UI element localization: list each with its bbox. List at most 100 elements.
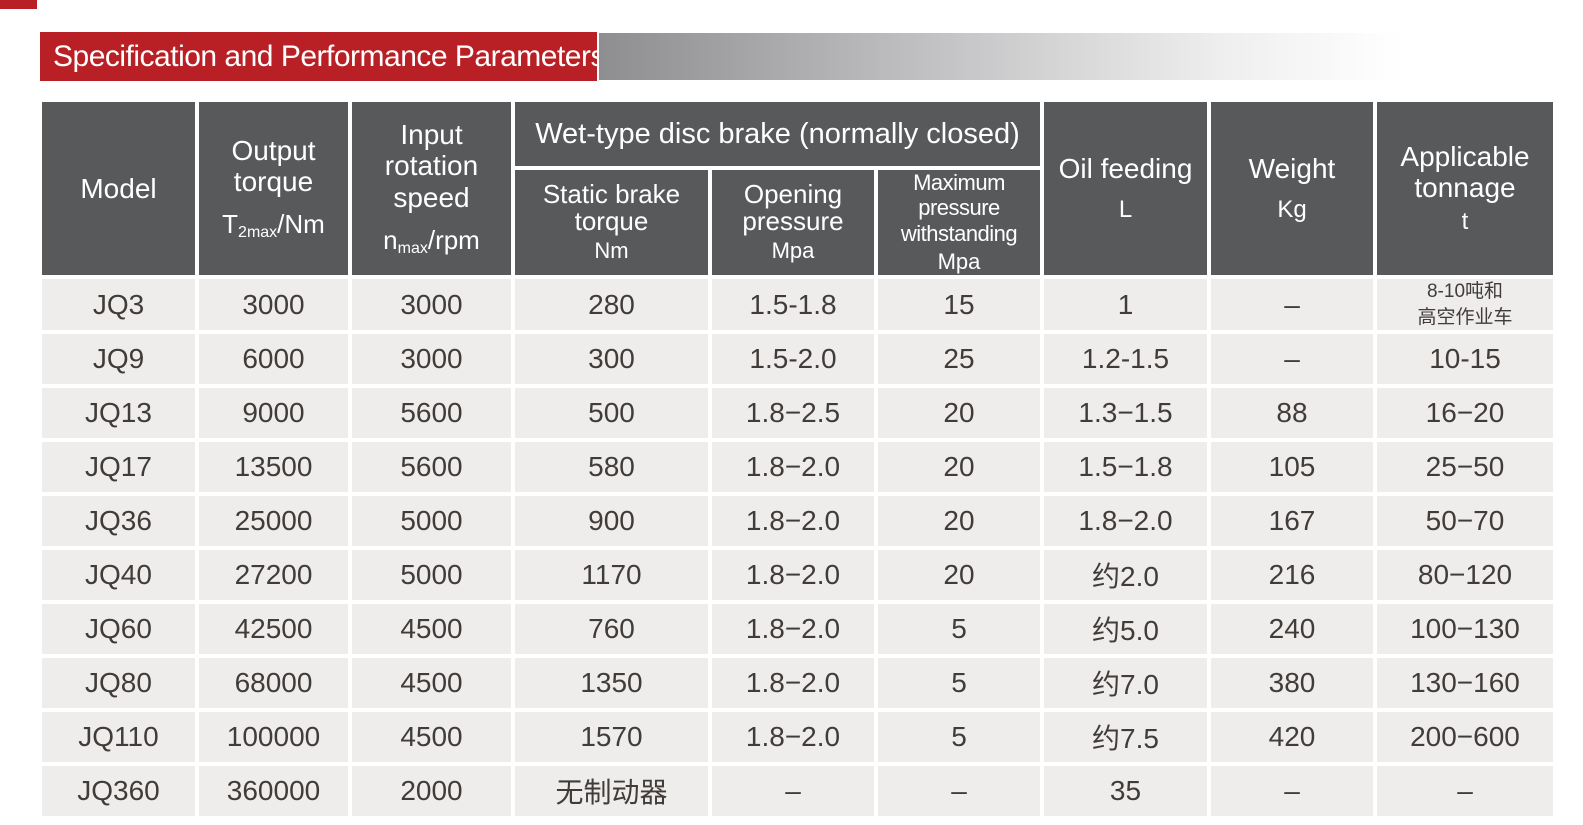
header-label-static-brake: Static brake torque <box>542 178 681 236</box>
header-unit-input-speed: nmax/rpm <box>383 224 480 257</box>
cell-oil-feeding: 约5.0 <box>1044 604 1207 655</box>
cell-oil-feeding: 35 <box>1044 766 1207 817</box>
header-label-tonnage: Applicable tonnage <box>1400 141 1530 204</box>
cell-static-brake-torque: 900 <box>515 496 708 547</box>
col-header-oil-feeding: Oil feeding L <box>1044 102 1207 275</box>
spec-table: Model Output torque T2max/Nm Input rotat… <box>38 98 1557 820</box>
cell-weight: 216 <box>1211 550 1373 601</box>
cell-weight: 420 <box>1211 712 1373 763</box>
header-label-model: Model <box>80 172 157 204</box>
col-header-max-pressure: Maximum pressure withstanding Mpa <box>878 170 1040 275</box>
table-row: JQ36 25000 5000 900 1.8−2.0 20 1.8−2.0 1… <box>42 496 1553 547</box>
cell-opening-pressure: – <box>712 766 874 817</box>
cell-tonnage: 100−130 <box>1377 604 1553 655</box>
cell-tonnage: 130−160 <box>1377 658 1553 709</box>
cell-input-speed: 4500 <box>352 658 511 709</box>
table-row: JQ3 3000 3000 280 1.5-1.8 15 1 – 8-10吨和 … <box>42 278 1553 331</box>
header-unit-max-pressure: Mpa <box>937 248 981 274</box>
table-body: JQ3 3000 3000 280 1.5-1.8 15 1 – 8-10吨和 … <box>42 278 1553 817</box>
cell-opening-pressure: 1.8−2.5 <box>712 388 874 439</box>
cell-max-pressure: 5 <box>878 658 1040 709</box>
cell-max-pressure: – <box>878 766 1040 817</box>
cell-input-speed: 5000 <box>352 550 511 601</box>
cell-static-brake-torque: 580 <box>515 442 708 493</box>
cell-model: JQ40 <box>42 550 195 601</box>
header-label-wet-brake-group: Wet-type disc brake (normally closed) <box>535 117 1020 150</box>
cell-oil-feeding: 1.3−1.5 <box>1044 388 1207 439</box>
cell-max-pressure: 20 <box>878 496 1040 547</box>
cell-opening-pressure: 1.5-1.8 <box>712 278 874 331</box>
header-unit-static-brake: Nm <box>594 238 629 264</box>
cell-opening-pressure: 1.8−2.0 <box>712 496 874 547</box>
table-row: JQ13 9000 5600 500 1.8−2.5 20 1.3−1.5 88… <box>42 388 1553 439</box>
cell-tonnage: – <box>1377 766 1553 817</box>
cell-max-pressure: 5 <box>878 604 1040 655</box>
col-header-static-brake: Static brake torque Nm <box>515 170 708 275</box>
cell-model: JQ60 <box>42 604 195 655</box>
cell-oil-feeding: 约7.0 <box>1044 658 1207 709</box>
header-label-weight: Weight <box>1248 152 1336 184</box>
cell-model: JQ110 <box>42 712 195 763</box>
cell-static-brake-torque: 无制动器 <box>515 766 708 817</box>
table-row: JQ360 360000 2000 无制动器 – – 35 – – <box>42 766 1553 817</box>
cell-weight: – <box>1211 766 1373 817</box>
cell-weight: 240 <box>1211 604 1373 655</box>
cell-static-brake-torque: 1170 <box>515 550 708 601</box>
cell-input-speed: 3000 <box>352 278 511 331</box>
col-header-weight: Weight Kg <box>1211 102 1373 275</box>
col-header-wet-brake-group: Wet-type disc brake (normally closed) <box>515 102 1040 166</box>
cell-max-pressure: 25 <box>878 334 1040 385</box>
cell-model: JQ80 <box>42 658 195 709</box>
cell-input-speed: 3000 <box>352 334 511 385</box>
cell-opening-pressure: 1.8−2.0 <box>712 442 874 493</box>
table-header: Model Output torque T2max/Nm Input rotat… <box>42 102 1553 275</box>
col-header-opening-pressure: Opening pressure Mpa <box>712 170 874 275</box>
corner-red-mark <box>0 0 37 9</box>
cell-static-brake-torque: 760 <box>515 604 708 655</box>
header-row-sub: Static brake torque Nm Opening pressure … <box>42 170 1553 275</box>
header-label-output-torque: Output torque <box>231 134 316 197</box>
page-title-banner: Specification and Performance Parameters <box>40 32 605 81</box>
cell-input-speed: 5600 <box>352 442 511 493</box>
cell-output-torque: 3000 <box>199 278 348 331</box>
cell-output-torque: 9000 <box>199 388 348 439</box>
cell-tonnage: 10-15 <box>1377 334 1553 385</box>
table-row: JQ60 42500 4500 760 1.8−2.0 5 约5.0 240 1… <box>42 604 1553 655</box>
cell-max-pressure: 5 <box>878 712 1040 763</box>
cell-tonnage: 8-10吨和 高空作业车 <box>1377 278 1553 331</box>
cell-tonnage: 80−120 <box>1377 550 1553 601</box>
header-label-input-speed: Input rotation speed <box>384 118 479 213</box>
header-label-oil-feeding: Oil feeding <box>1058 152 1193 184</box>
cell-input-speed: 5600 <box>352 388 511 439</box>
cell-tonnage: 25−50 <box>1377 442 1553 493</box>
cell-opening-pressure: 1.8−2.0 <box>712 712 874 763</box>
table-row: JQ80 68000 4500 1350 1.8−2.0 5 约7.0 380 … <box>42 658 1553 709</box>
cell-weight: 167 <box>1211 496 1373 547</box>
header-unit-tonnage: t <box>1461 207 1469 235</box>
cell-max-pressure: 20 <box>878 388 1040 439</box>
header-unit-oil-feeding: L <box>1118 196 1133 224</box>
cell-output-torque: 68000 <box>199 658 348 709</box>
cell-oil-feeding: 1.5−1.8 <box>1044 442 1207 493</box>
cell-weight: – <box>1211 334 1373 385</box>
cell-weight: – <box>1211 278 1373 331</box>
cell-opening-pressure: 1.8−2.0 <box>712 604 874 655</box>
cell-static-brake-torque: 500 <box>515 388 708 439</box>
cell-input-speed: 2000 <box>352 766 511 817</box>
cell-opening-pressure: 1.8−2.0 <box>712 658 874 709</box>
cell-max-pressure: 20 <box>878 550 1040 601</box>
cell-static-brake-torque: 1350 <box>515 658 708 709</box>
cell-oil-feeding: 约7.5 <box>1044 712 1207 763</box>
col-header-output-torque: Output torque T2max/Nm <box>199 102 348 275</box>
header-label-max-pressure: Maximum pressure withstanding <box>900 170 1018 246</box>
cell-weight: 380 <box>1211 658 1373 709</box>
cell-static-brake-torque: 300 <box>515 334 708 385</box>
cell-model: JQ9 <box>42 334 195 385</box>
table-row: JQ110 100000 4500 1570 1.8−2.0 5 约7.5 42… <box>42 712 1553 763</box>
cell-max-pressure: 15 <box>878 278 1040 331</box>
cell-tonnage: 50−70 <box>1377 496 1553 547</box>
cell-weight: 88 <box>1211 388 1373 439</box>
title-gradient-bar <box>599 33 1437 80</box>
cell-tonnage: 200−600 <box>1377 712 1553 763</box>
